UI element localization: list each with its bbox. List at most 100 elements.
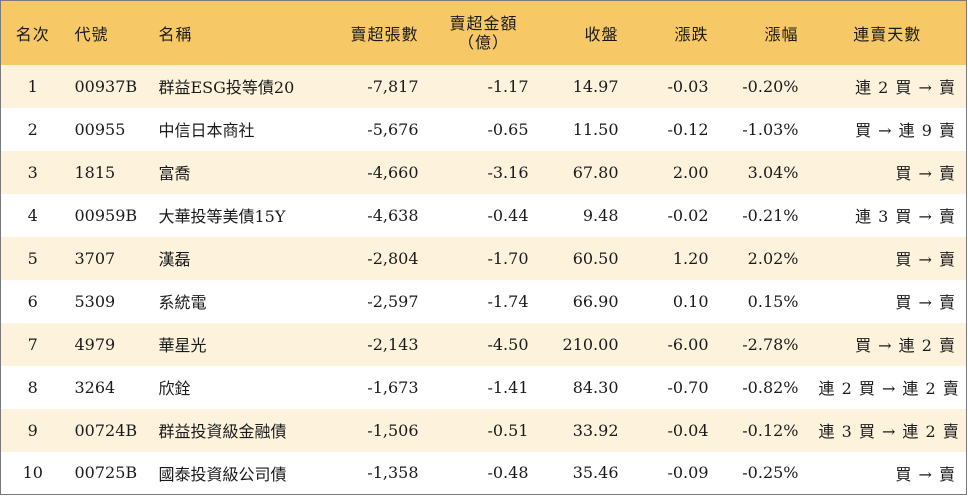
header-net-sell-amount-line2: （億） <box>457 32 509 52</box>
cell-close: 11.50 <box>572 119 619 139</box>
cell-close: 84.30 <box>572 377 619 397</box>
table-row[interactable]: 2 00955 中信日本商社 -5,676 -0.65 11.50 -0.12 -1.03% 買… <box>0 107 967 151</box>
cell-change-pct: -0.20% <box>742 76 799 96</box>
cell-rank: 8 <box>27 377 38 397</box>
cell-change: -0.03 <box>667 76 709 96</box>
cell-code: 00937B <box>74 76 138 96</box>
table-row[interactable]: 5 3707 漢磊 -2,804 -1.70 60.50 1.20 2.02% 買 → 賣 <box>0 236 967 280</box>
cell-code: 5309 <box>74 291 116 311</box>
cell-rank: 7 <box>27 334 38 354</box>
table-row[interactable]: 6 5309 系統電 -2,597 -1.74 66.90 0.10 0.15% 買 → 賣 <box>0 279 967 323</box>
cell-change-pct: 3.04% <box>747 162 799 182</box>
cell-streak: 連 3 買 → 賣 <box>855 207 956 226</box>
cell-change: -0.70 <box>667 377 709 397</box>
cell-name: 中信日本商社 <box>158 121 255 140</box>
table-row[interactable]: 7 4979 華星光 -2,143 -4.50 210.00 -6.00 -2.78% 買 → … <box>0 322 967 366</box>
cell-net-sell-amount: -0.51 <box>487 420 529 440</box>
cell-net-sell-amount: -1.41 <box>487 377 529 397</box>
header-name[interactable]: 名稱 <box>158 24 193 44</box>
cell-net-sell-lots: -4,660 <box>367 162 419 182</box>
cell-net-sell-lots: -1,673 <box>367 377 419 397</box>
cell-net-sell-lots: -4,638 <box>367 205 419 225</box>
cell-close: 14.97 <box>572 76 619 96</box>
cell-net-sell-amount: -0.48 <box>487 463 529 483</box>
table-row[interactable]: 4 00959B 大華投等美債15Y -4,638 -0.44 9.48 -0.02 -0.2… <box>0 193 967 237</box>
cell-name: 系統電 <box>158 293 207 312</box>
cell-rank: 5 <box>27 248 38 268</box>
cell-streak: 買 → 連 9 賣 <box>855 121 956 140</box>
cell-name: 華星光 <box>158 336 207 355</box>
cell-rank: 4 <box>27 205 38 225</box>
cell-close: 67.80 <box>572 162 619 182</box>
cell-streak: 連 2 買 → 連 2 賣 <box>818 379 960 398</box>
cell-change: -0.04 <box>667 420 709 440</box>
cell-streak: 買 → 連 2 賣 <box>855 336 956 355</box>
cell-close: 33.92 <box>572 420 619 440</box>
table-row[interactable]: 1 00937B 群益ESG投等債20 -7,817 -1.17 14.97 -0.03 -0… <box>0 64 967 108</box>
cell-change-pct: -2.78% <box>742 334 799 354</box>
cell-net-sell-amount: -3.16 <box>487 162 529 182</box>
header-net-sell-amount[interactable]: 賣超金額 （億） <box>429 1 539 65</box>
cell-change-pct: 2.02% <box>747 248 799 268</box>
header-streak[interactable]: 連賣天數 <box>853 24 922 44</box>
header-code[interactable]: 代號 <box>74 24 109 44</box>
cell-code: 1815 <box>74 162 116 182</box>
cell-change: -6.00 <box>667 334 709 354</box>
cell-change: 2.00 <box>672 162 709 182</box>
cell-net-sell-lots: -5,676 <box>367 119 419 139</box>
cell-streak: 買 → 賣 <box>895 250 956 269</box>
cell-change-pct: -0.82% <box>742 377 799 397</box>
table-body: 1 00937B 群益ESG投等債20 -7,817 -1.17 14.97 -0.03 -0… <box>0 64 967 495</box>
cell-net-sell-lots: -7,817 <box>367 76 419 96</box>
cell-rank: 3 <box>27 162 38 182</box>
cell-name: 漢磊 <box>158 250 191 269</box>
cell-code: 4979 <box>74 334 116 354</box>
cell-change: 1.20 <box>672 248 709 268</box>
cell-net-sell-lots: -1,358 <box>367 463 419 483</box>
header-net-sell-lots[interactable]: 賣超張數 <box>350 24 419 44</box>
cell-code: 00724B <box>74 420 138 440</box>
cell-code: 00955 <box>74 119 126 139</box>
cell-name: 群益ESG投等債20 <box>158 78 295 97</box>
cell-name: 國泰投資級公司債 <box>158 464 287 484</box>
header-change-pct[interactable]: 漲幅 <box>764 24 799 44</box>
cell-close: 210.00 <box>562 334 619 354</box>
cell-change: -0.02 <box>667 205 709 225</box>
header-rank[interactable]: 名次 <box>15 24 50 44</box>
cell-change-pct: 0.15% <box>747 291 799 311</box>
cell-close: 35.46 <box>572 463 619 483</box>
cell-rank: 9 <box>27 420 38 440</box>
cell-name: 大華投等美債15Y <box>158 207 286 226</box>
header-close[interactable]: 收盤 <box>584 24 619 44</box>
cell-net-sell-amount: -1.70 <box>487 248 529 268</box>
cell-rank: 1 <box>27 76 38 96</box>
cell-name: 群益投資級金融債 <box>158 422 287 441</box>
cell-streak: 連 3 買 → 連 2 賣 <box>818 422 960 441</box>
cell-change: 0.10 <box>672 291 709 311</box>
cell-streak: 買 → 賣 <box>895 164 956 183</box>
cell-change-pct: -0.12% <box>742 420 799 440</box>
cell-streak: 買 → 賣 <box>895 464 956 484</box>
cell-streak: 連 2 買 → 賣 <box>855 78 956 97</box>
cell-net-sell-lots: -2,597 <box>367 291 419 311</box>
cell-close: 9.48 <box>582 205 619 225</box>
cell-name: 富喬 <box>158 164 191 183</box>
header-net-sell-amount-line1: 賣超金額 <box>449 13 518 33</box>
table-row[interactable]: 10 00725B 國泰投資級公司債 -1,358 -0.48 35.46 -0.09 -0.… <box>0 451 967 495</box>
cell-net-sell-lots: -2,804 <box>367 248 419 268</box>
cell-code: 00725B <box>74 463 138 483</box>
header-change[interactable]: 漲跌 <box>674 24 709 44</box>
cell-change: -0.12 <box>667 119 709 139</box>
cell-close: 60.50 <box>572 248 619 268</box>
cell-code: 3707 <box>74 248 116 268</box>
cell-net-sell-amount: -1.74 <box>487 291 529 311</box>
cell-rank: 2 <box>27 119 38 139</box>
table-row[interactable]: 9 00724B 群益投資級金融債 -1,506 -0.51 33.92 -0.04 -0.1… <box>0 408 967 452</box>
cell-net-sell-amount: -0.65 <box>487 119 529 139</box>
table-row[interactable]: 8 3264 欣銓 -1,673 -1.41 84.30 -0.70 -0.82% 連 2 買 … <box>0 365 967 409</box>
cell-code: 3264 <box>74 377 116 397</box>
cell-change-pct: -0.21% <box>742 205 799 225</box>
table-row[interactable]: 3 1815 富喬 -4,660 -3.16 67.80 2.00 3.04% 買 → 賣 <box>0 150 967 194</box>
table-header-row: 名次 代號 名稱 賣超張數 賣超金額 （億） 收盤 漲跌 漲幅 連賣天數 <box>0 0 967 65</box>
cell-change: -0.09 <box>667 463 709 483</box>
